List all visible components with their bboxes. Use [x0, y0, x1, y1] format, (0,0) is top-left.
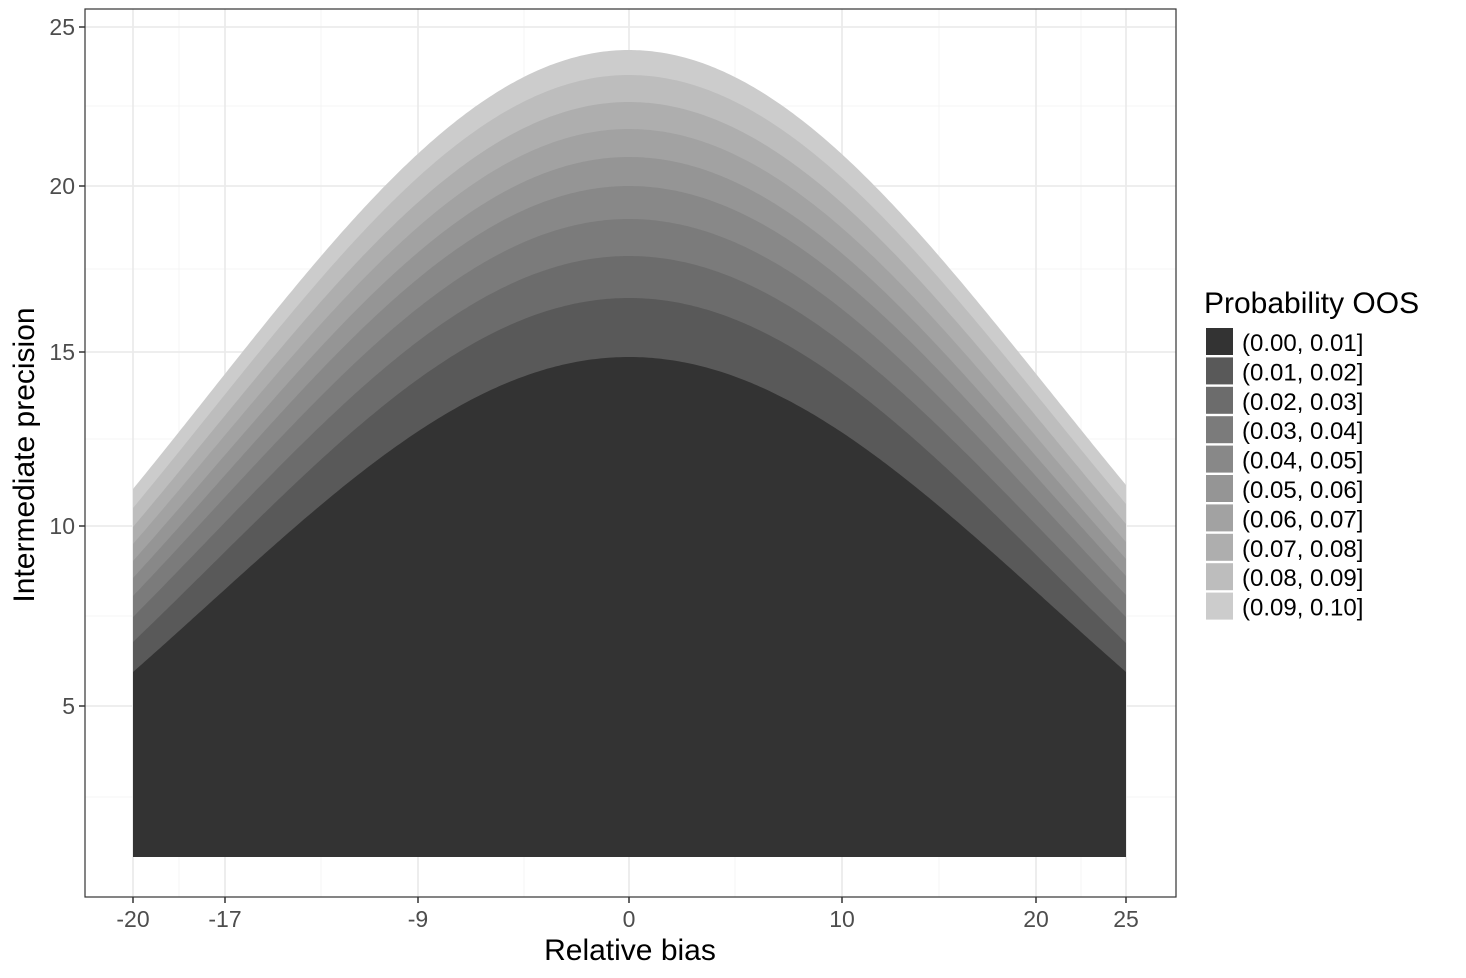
- legend-swatch: [1206, 357, 1233, 385]
- legend-label: (0.08, 0.09]: [1242, 565, 1363, 592]
- probability-bands: [133, 50, 1126, 857]
- legend-swatch: [1206, 416, 1233, 444]
- x-tick-label: -20: [116, 906, 149, 932]
- legend-label: (0.03, 0.04]: [1242, 418, 1363, 445]
- legend-swatch: [1206, 475, 1233, 502]
- legend-swatch: [1206, 445, 1233, 473]
- probability-band: [133, 357, 1126, 857]
- x-tick-label: -17: [208, 906, 241, 932]
- legend-swatch: [1206, 533, 1233, 561]
- legend-label: (0.07, 0.08]: [1242, 536, 1363, 563]
- x-tick-label: -9: [408, 906, 428, 932]
- y-axis-title: Intermediate precision: [8, 307, 41, 602]
- legend-label: (0.09, 0.10]: [1242, 595, 1363, 622]
- legend-swatch: [1206, 504, 1233, 532]
- y-tick-label: 5: [62, 693, 75, 719]
- legend-swatch: [1206, 386, 1233, 414]
- y-axis-ticks: 5 10 15 20 25: [49, 14, 85, 719]
- x-axis-ticks: -20 -17 -9 0 10 20 25: [116, 897, 1139, 932]
- y-tick-label: 20: [49, 173, 75, 199]
- plot-panel-border: [84, 8, 1177, 898]
- x-axis-title: Relative bias: [544, 934, 716, 967]
- legend-label: (0.01, 0.02]: [1242, 359, 1363, 386]
- legend-label: (0.00, 0.01]: [1242, 330, 1363, 357]
- legend-label: (0.05, 0.06]: [1242, 477, 1363, 504]
- y-tick-label: 25: [49, 14, 75, 40]
- legend-title: Probability OOS: [1204, 287, 1419, 320]
- x-tick-label: 0: [623, 906, 636, 932]
- legend-swatch: [1206, 592, 1233, 620]
- legend-label: (0.04, 0.05]: [1242, 448, 1363, 475]
- x-tick-label: 20: [1023, 906, 1049, 932]
- legend-entries: (0.00, 0.01](0.01, 0.02](0.02, 0.03](0.0…: [1206, 328, 1363, 622]
- legend-label: (0.02, 0.03]: [1242, 389, 1363, 416]
- legend-swatch: [1206, 328, 1233, 355]
- legend-swatch: [1206, 563, 1233, 591]
- x-tick-label: 25: [1113, 906, 1139, 932]
- x-tick-label: 10: [829, 906, 855, 932]
- y-tick-label: 15: [49, 339, 75, 365]
- legend-label: (0.06, 0.07]: [1242, 506, 1363, 533]
- legend: Probability OOS (0.00, 0.01](0.01, 0.02]…: [1204, 287, 1419, 622]
- y-tick-label: 10: [49, 513, 75, 539]
